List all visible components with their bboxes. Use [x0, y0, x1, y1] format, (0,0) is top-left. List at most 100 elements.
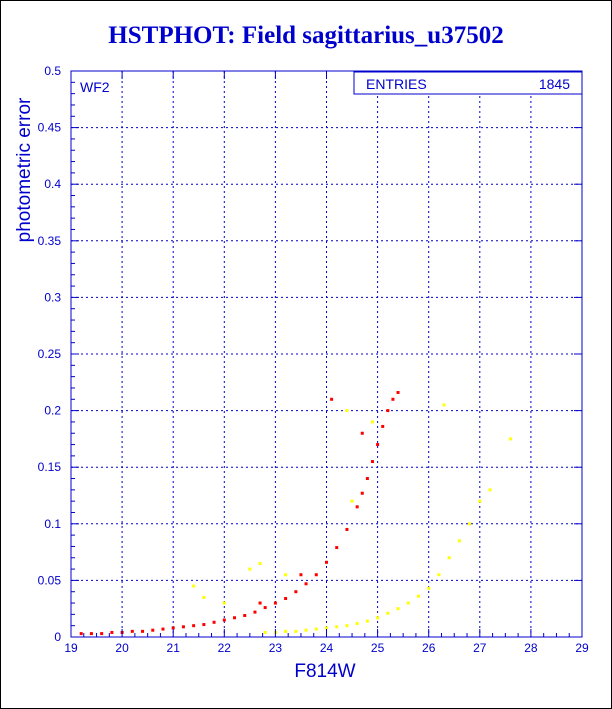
- data-point: [376, 443, 380, 447]
- data-point: [406, 601, 410, 605]
- x-tick-label: 27: [473, 641, 487, 655]
- data-point: [304, 628, 308, 632]
- y-axis-label: photometric error: [14, 97, 35, 242]
- data-point: [304, 582, 308, 586]
- data-point: [488, 488, 492, 492]
- data-point: [365, 619, 369, 623]
- stats-entries-label: ENTRIES: [366, 76, 427, 92]
- data-point: [350, 499, 354, 503]
- data-point: [233, 616, 237, 620]
- data-point: [391, 397, 395, 401]
- stats-box: ENTRIES 1845: [353, 71, 583, 95]
- panel-label: WF2: [80, 79, 110, 95]
- data-point: [161, 627, 165, 631]
- x-tick-label: 24: [320, 641, 334, 655]
- data-point: [294, 629, 298, 633]
- data-point: [396, 607, 400, 611]
- x-tick-label: 25: [371, 641, 385, 655]
- data-point: [370, 460, 374, 464]
- data-point: [386, 611, 390, 615]
- data-point: [258, 561, 262, 565]
- data-point: [284, 597, 288, 601]
- data-point: [345, 624, 349, 628]
- data-point: [79, 632, 83, 636]
- y-tick-label: 0.2: [44, 404, 61, 418]
- y-tick-label: 0.4: [44, 177, 61, 191]
- data-point: [335, 546, 339, 550]
- data-point: [325, 626, 328, 630]
- data-point: [253, 610, 257, 614]
- data-point: [222, 618, 226, 622]
- data-point: [314, 627, 318, 631]
- y-tick-labels: 0 0.05 0.1 0.15 0.2 0.25 0.3 0.35 0.4 0.45 0.5: [38, 64, 62, 644]
- y-tick-label: 0.5: [44, 64, 61, 78]
- data-point: [355, 505, 359, 509]
- data-point: [181, 625, 185, 629]
- data-point: [192, 624, 196, 628]
- x-tick-label: 23: [269, 641, 283, 655]
- data-point: [345, 527, 349, 531]
- data-point: [325, 560, 328, 564]
- x-tick-label: 20: [115, 641, 129, 655]
- data-point: [284, 629, 288, 633]
- data-point: [508, 437, 512, 441]
- data-point: [427, 586, 431, 590]
- data-point: [248, 567, 252, 571]
- y-tick-label: 0.3: [44, 290, 61, 304]
- data-point: [141, 629, 145, 633]
- x-tick-label: 29: [575, 641, 589, 655]
- x-tick-labels: 19 20 21 22 23 24 25 26 27 28 29: [64, 641, 589, 655]
- data-point: [447, 556, 451, 560]
- data-point: [335, 625, 339, 629]
- chart-title: HSTPHOT: Field sagittarius_u37502: [108, 22, 504, 49]
- data-point: [202, 595, 206, 599]
- data-point: [370, 420, 374, 424]
- data-point: [222, 601, 226, 605]
- x-tick-label: 19: [64, 641, 78, 655]
- data-point: [442, 403, 446, 407]
- x-tick-label: 26: [422, 641, 436, 655]
- data-point: [294, 590, 298, 594]
- data-point: [355, 621, 359, 625]
- data-point: [457, 539, 461, 543]
- y-tick-label: 0.45: [38, 121, 62, 135]
- data-point: [243, 613, 247, 617]
- data-point: [345, 409, 349, 413]
- data-point: [468, 522, 472, 526]
- data-point: [130, 629, 134, 633]
- y-tick-label: 0.1: [44, 517, 61, 531]
- data-point: [330, 397, 334, 401]
- stats-box-frame: [353, 71, 583, 95]
- data-point: [360, 431, 364, 435]
- x-axis-label: F814W: [294, 661, 355, 682]
- data-point: [192, 584, 196, 588]
- data-point: [365, 477, 369, 481]
- y-tick-label: 0.15: [38, 460, 62, 474]
- data-point: [151, 628, 155, 632]
- data-point: [273, 601, 277, 605]
- x-tick-label: 28: [524, 641, 538, 655]
- data-point: [263, 606, 267, 610]
- data-point: [110, 630, 114, 634]
- data-point: [263, 630, 267, 634]
- data-point: [171, 626, 175, 630]
- data-point: [314, 573, 318, 577]
- data-point: [100, 632, 104, 636]
- data-point: [89, 632, 93, 636]
- x-tick-label: 21: [167, 641, 181, 655]
- data-point: [202, 623, 206, 627]
- data-point: [396, 390, 400, 394]
- data-point: [258, 601, 262, 605]
- data-point: [376, 616, 380, 620]
- data-point: [416, 594, 420, 598]
- data-point: [284, 573, 288, 577]
- y-tick-label: 0: [54, 630, 61, 644]
- data-point: [212, 620, 216, 624]
- data-point: [360, 491, 364, 495]
- data-point: [437, 573, 441, 577]
- y-tick-label: 0.25: [38, 347, 62, 361]
- x-tick-label: 22: [218, 641, 232, 655]
- data-point: [386, 409, 390, 413]
- data-point: [299, 573, 303, 577]
